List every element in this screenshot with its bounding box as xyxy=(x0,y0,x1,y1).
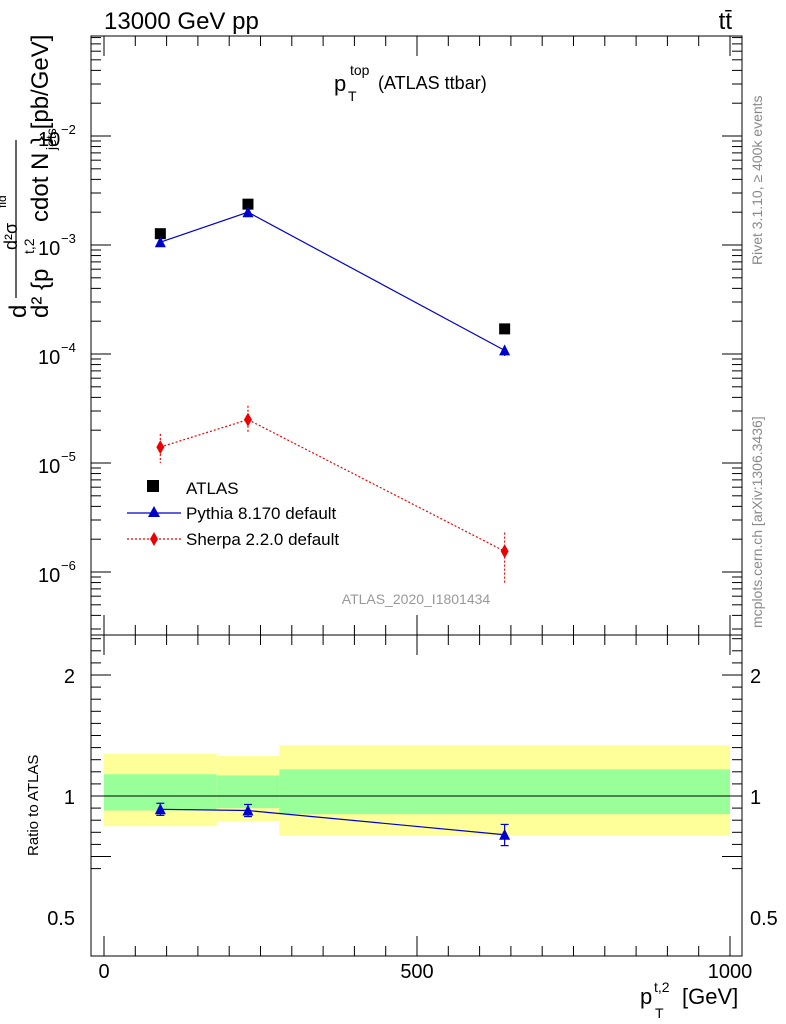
data-point-sherpa xyxy=(500,544,509,559)
title-suffix: (ATLAS ttbar) xyxy=(378,73,487,93)
legend: ATLAS Pythia 8.170 default Sherpa 2.2.0 … xyxy=(127,479,339,549)
main-series-lines xyxy=(160,211,505,552)
ytick-label-1e-2: 10 xyxy=(38,129,60,151)
ratio-ytick-label-0.5: 0.5 xyxy=(47,908,75,930)
data-point-pythia xyxy=(499,344,511,356)
legend-label-pythia: Pythia 8.170 default xyxy=(186,504,337,523)
title-sup: top xyxy=(350,62,370,78)
data-point-pythia xyxy=(242,206,254,218)
main-title: p top T (ATLAS ttbar) xyxy=(334,62,487,104)
ratio-ytick-label-2: 2 xyxy=(64,666,75,688)
analysis-label: ATLAS_2020_I1801434 xyxy=(342,591,491,607)
ratio-point-pythia xyxy=(499,828,511,840)
ytick-exp-1e-5: −5 xyxy=(61,449,76,464)
ylabel-fid: fid xyxy=(0,195,9,208)
data-point-pythia xyxy=(154,236,166,248)
ytick-exp-1e-2: −2 xyxy=(61,122,76,137)
ratio-markers xyxy=(154,803,511,840)
title-sub: T xyxy=(348,88,357,104)
xlabel-sub: T xyxy=(655,1005,664,1021)
ylabel-pt-sup: t,2 xyxy=(21,238,37,254)
series-line-1 xyxy=(160,211,505,351)
ratio-ytick-label-2-right: 2 xyxy=(750,666,761,688)
ylabel-close: } [pb/GeV] xyxy=(27,35,54,144)
legend-label-atlas: ATLAS xyxy=(186,479,239,498)
rivet-label: Rivet 3.1.10, ≥ 400k events xyxy=(749,95,765,265)
xlabel-suffix: [GeV] xyxy=(682,984,738,1009)
ylabel-sigma: d²σ xyxy=(1,223,21,250)
ylabel-jets: jets xyxy=(43,128,59,151)
legend-marker-pythia xyxy=(148,506,160,517)
ratio-y-axis-label: Ratio to ATLAS xyxy=(25,755,42,856)
ratio-point-pythia xyxy=(242,804,254,816)
data-point-atlas xyxy=(499,323,511,335)
x-axis-label: p t,2 T [GeV] xyxy=(640,979,738,1021)
data-point-atlas xyxy=(242,198,254,210)
ytick-exp-1e-3: −3 xyxy=(61,231,76,246)
process-label: tt̄ xyxy=(719,8,733,35)
ytick-label-1e-4: 10 xyxy=(38,347,60,369)
ratio-uncertainty-bands xyxy=(104,745,730,836)
ratio-axis-ticks xyxy=(91,635,742,956)
legend-label-sherpa: Sherpa 2.2.0 default xyxy=(186,530,339,549)
ytick-exp-1e-6: −6 xyxy=(61,558,76,573)
ytick-label-1e-3: 10 xyxy=(38,238,60,260)
energy-label: 13000 GeV pp xyxy=(104,8,259,35)
xtick-label-500: 500 xyxy=(400,961,433,983)
ytick-exp-1e-4: −4 xyxy=(61,340,76,355)
legend-marker-atlas xyxy=(147,480,159,492)
title-p: p xyxy=(334,71,346,96)
main-axis-ticks xyxy=(91,36,742,635)
ylabel-d: d xyxy=(5,305,32,318)
xtick-label-0: 0 xyxy=(98,961,109,983)
main-y-axis-label: d d²σ fid d² {p t,2 cdot N jets } [pb/Ge… xyxy=(0,35,59,318)
band-green xyxy=(216,775,280,809)
mcplots-label: mcplots.cern.ch [arXiv:1306.3436] xyxy=(749,416,765,628)
ytick-label-1e-6: 10 xyxy=(38,565,60,587)
data-point-sherpa xyxy=(156,440,165,455)
xtick-label-1000: 1000 xyxy=(708,961,753,983)
data-point-atlas xyxy=(154,228,166,240)
main-y-tick-labels: 10 −2 10 −3 10 −4 10 −5 10 −6 xyxy=(38,122,76,587)
main-markers xyxy=(154,198,511,559)
ylabel-cdot: cdot N xyxy=(27,153,54,222)
ratio-point-pythia xyxy=(154,803,166,815)
xlabel-sup: t,2 xyxy=(654,979,670,995)
legend-marker-sherpa xyxy=(150,532,158,546)
ratio-ytick-label-1: 1 xyxy=(64,787,75,809)
ytick-label-1e-5: 10 xyxy=(38,456,60,478)
data-point-sherpa xyxy=(243,412,252,427)
xlabel-p: p xyxy=(640,984,652,1009)
series-line-2 xyxy=(160,418,505,552)
ratio-ytick-label-0.5-right: 0.5 xyxy=(750,908,778,930)
ratio-ytick-label-1-right: 1 xyxy=(750,787,761,809)
band-green xyxy=(279,769,730,815)
ylabel-denominator: d² {p xyxy=(27,269,54,318)
main-error-bars xyxy=(159,210,506,585)
